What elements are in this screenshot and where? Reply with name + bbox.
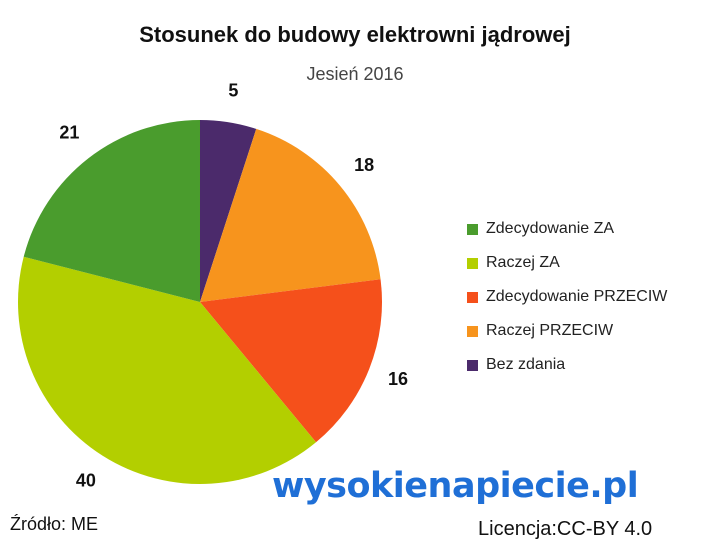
- pie-slice: [200, 279, 382, 443]
- pie-slice: [23, 120, 200, 302]
- pie-slice: [200, 128, 381, 302]
- legend-swatch: [467, 325, 478, 337]
- slice-value-label: 18: [354, 155, 374, 175]
- legend: Zdecydowanie ZA Raczej ZA Zdecydowanie P…: [467, 212, 667, 382]
- legend-swatch: [467, 359, 478, 371]
- legend-label: Raczej PRZECIW: [486, 322, 614, 339]
- slice-value-label: 16: [388, 369, 408, 389]
- legend-item: Zdecydowanie ZA: [467, 212, 667, 246]
- chart-subtitle: Jesień 2016: [306, 64, 404, 84]
- legend-label: Raczej ZA: [486, 254, 560, 271]
- slice-value-label: 40: [76, 471, 96, 491]
- legend-label: Zdecydowanie PRZECIW: [486, 288, 668, 305]
- legend-item: Bez zdania: [467, 348, 667, 382]
- chart-title: Stosunek do budowy elektrowni jądrowej: [139, 22, 571, 47]
- legend-swatch: [467, 257, 478, 269]
- legend-label: Zdecydowanie ZA: [486, 220, 615, 237]
- slice-value-label: 21: [59, 122, 79, 142]
- license-note: Licencja:CC-BY 4.0: [478, 518, 653, 540]
- legend-item: Zdecydowanie PRZECIW: [467, 280, 667, 314]
- pie-slice: [17, 256, 317, 484]
- source-note: Źródło: ME: [10, 514, 99, 534]
- legend-swatch: [467, 223, 478, 235]
- legend-swatch: [467, 291, 478, 303]
- legend-item: Raczej ZA: [467, 246, 667, 280]
- slice-value-label: 5: [228, 80, 238, 100]
- brand-logo: wysokienapiecie.pl: [272, 466, 639, 506]
- legend-label: Bez zdania: [486, 356, 566, 373]
- pie-slice: [200, 120, 257, 302]
- legend-item: Raczej PRZECIW: [467, 314, 667, 348]
